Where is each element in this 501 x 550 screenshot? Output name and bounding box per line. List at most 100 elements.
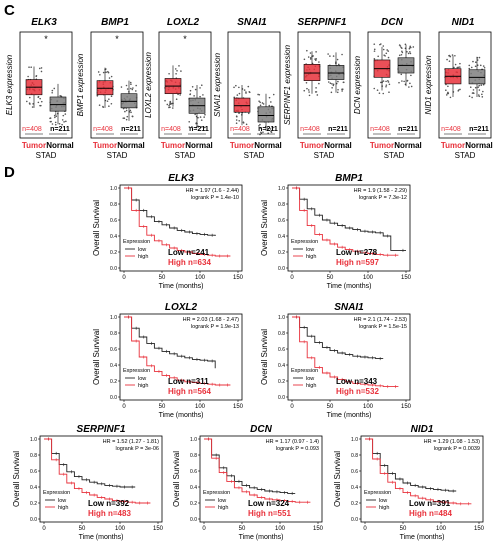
- x-tick-label: 100: [275, 526, 286, 532]
- jitter-point: [481, 93, 483, 96]
- jitter-point: [474, 86, 477, 89]
- jitter-point: [388, 83, 391, 86]
- jitter-point: [54, 121, 57, 124]
- normal-label: Normal: [117, 141, 145, 150]
- jitter-point: [341, 90, 343, 92]
- normal-label: Normal: [46, 141, 74, 150]
- logrank-text: logrank P = 7.3e-12: [359, 195, 407, 201]
- jitter-point: [40, 104, 42, 107]
- y-tick-label: 0.2: [110, 250, 117, 256]
- jitter-point: [449, 96, 452, 99]
- x-tick-label: 0: [290, 404, 294, 410]
- y-axis-label: Overall Survival: [260, 329, 269, 385]
- jitter-point: [235, 84, 237, 87]
- normal-n: n=211: [398, 126, 418, 133]
- legend-title: Expression: [123, 368, 150, 374]
- jitter-point: [202, 94, 204, 96]
- significance-star: *: [183, 34, 187, 44]
- jitter-point: [380, 43, 382, 45]
- jitter-point: [477, 94, 480, 96]
- x-axis-label: Time (months): [327, 283, 372, 290]
- jitter-point: [272, 93, 275, 96]
- y-axis-label: SNAI1 expression: [213, 52, 222, 117]
- jitter-point: [38, 67, 41, 70]
- km-curve-high: [44, 438, 151, 504]
- jitter-point: [387, 81, 390, 83]
- y-tick-label: 0.4: [278, 234, 285, 240]
- jitter-point: [132, 87, 134, 89]
- boxplot-snai1: SNAI1 SNAI1 expression n=408 n=211 Tumor Norm…: [213, 17, 282, 160]
- legend-low-label: low: [306, 247, 314, 253]
- hr-text: HR = 2.1 (1.74 - 2.53): [354, 317, 408, 323]
- jitter-point: [468, 64, 471, 67]
- tumor-label: Tumor: [230, 141, 254, 150]
- x-axis-label: Time (months): [159, 412, 204, 419]
- jitter-point: [131, 115, 134, 118]
- jitter-point: [268, 96, 271, 99]
- normal-box: [327, 65, 345, 80]
- jitter-point: [481, 96, 484, 98]
- jitter-point: [178, 65, 180, 67]
- normal-n: n=211: [469, 126, 489, 133]
- jitter-point: [336, 58, 339, 61]
- significance-star: *: [115, 34, 119, 44]
- jitter-point: [50, 120, 52, 123]
- km-plot-loxl2: LOXL2 0.0 0.2 0.4 0.6 0.8 1.0 0 50 100 150 Time (mo…: [92, 302, 244, 419]
- y-tick-label: 0.4: [278, 363, 285, 369]
- x-tick-label: 150: [153, 526, 164, 532]
- jitter-point: [236, 94, 239, 96]
- jitter-point: [200, 119, 203, 121]
- hr-text: HR = 1.17 (0.97 - 1.4): [266, 439, 320, 445]
- jitter-point: [305, 82, 308, 84]
- jitter-point: [318, 61, 320, 63]
- jitter-point: [169, 102, 172, 104]
- km-curve-high: [292, 316, 399, 388]
- plot-frame: [360, 435, 484, 523]
- jitter-point: [398, 81, 400, 84]
- boxplot-title: SERPINF1: [298, 17, 347, 28]
- jitter-point: [454, 63, 457, 66]
- km-curve-high: [124, 187, 231, 257]
- jitter-point: [235, 119, 238, 121]
- legend-title: Expression: [291, 368, 318, 374]
- y-tick-label: 0.0: [110, 395, 117, 401]
- plot-frame: [19, 31, 73, 139]
- jitter-point: [454, 54, 456, 57]
- group-label: STAD: [314, 151, 335, 160]
- low-n-label: Low n=343: [336, 377, 378, 386]
- jitter-point: [194, 113, 196, 116]
- jitter-point: [457, 89, 460, 91]
- km-curve-high: [365, 438, 472, 505]
- km-curve-high: [124, 316, 231, 386]
- group-label: STAD: [244, 151, 265, 160]
- jitter-point: [384, 55, 386, 57]
- x-tick-label: 100: [195, 275, 206, 281]
- x-tick-label: 150: [474, 526, 485, 532]
- jitter-point: [315, 51, 317, 53]
- jitter-point: [242, 122, 245, 124]
- jitter-point: [377, 55, 379, 58]
- jitter-point: [447, 91, 449, 94]
- jitter-point: [51, 89, 54, 92]
- legend-low-label: low: [218, 498, 226, 504]
- plot-frame: [119, 313, 243, 401]
- y-axis-label: ELK3 expression: [5, 54, 14, 115]
- jitter-point: [303, 58, 306, 61]
- jitter-point: [102, 71, 105, 74]
- jitter-point: [314, 59, 317, 62]
- km-title: BMP1: [335, 173, 363, 184]
- legend-high-label: high: [306, 254, 316, 260]
- x-tick-label: 150: [313, 526, 324, 532]
- jitter-point: [235, 122, 238, 124]
- jitter-point: [382, 45, 385, 47]
- jitter-point: [120, 86, 123, 88]
- y-axis-label: Overall Survival: [92, 329, 101, 385]
- jitter-point: [199, 87, 201, 89]
- jitter-point: [58, 122, 61, 125]
- y-tick-label: 0.6: [278, 218, 285, 224]
- y-axis-label: Overall Survival: [260, 200, 269, 256]
- jitter-point: [200, 126, 203, 128]
- y-tick-label: 1.0: [30, 437, 37, 443]
- jitter-point: [459, 88, 461, 91]
- jitter-point: [124, 110, 126, 113]
